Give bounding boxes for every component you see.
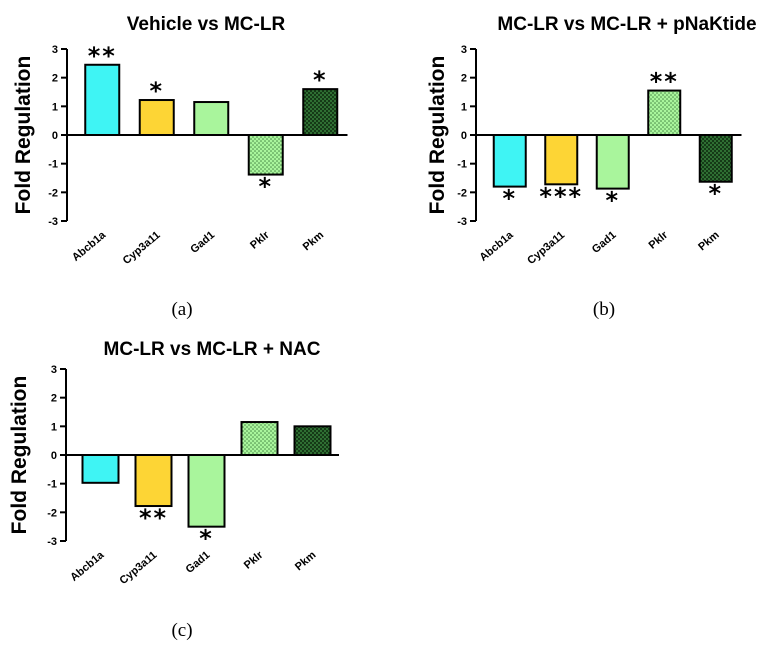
y-tick-label: -3 xyxy=(457,216,467,228)
y-tick-label: 1 xyxy=(51,421,57,433)
panel-caption: (b) xyxy=(593,299,615,320)
category-label: Gad1 xyxy=(184,549,213,576)
significance-marker: *** xyxy=(539,182,583,210)
category-label: Cyp3a11 xyxy=(525,229,567,267)
bar-pkm xyxy=(302,88,339,136)
category-label: Gad1 xyxy=(590,229,619,256)
bar-pklr xyxy=(647,89,682,136)
chart-panel-3: MC-LR vs MC-LR + NAC Fold Regulation Abcb1… xyxy=(8,339,339,641)
significance-marker: * xyxy=(605,187,620,215)
y-axis-label: Fold Regulation xyxy=(426,56,449,215)
significance-marker: * xyxy=(708,180,723,208)
bar-abcb1a xyxy=(492,134,527,188)
significance-marker: * xyxy=(313,66,328,94)
y-tick-label: 3 xyxy=(461,44,467,56)
bar-abcb1a xyxy=(84,63,121,136)
panel-caption: (a) xyxy=(171,299,192,320)
y-tick-label: 2 xyxy=(461,73,467,85)
category-label: Pkm xyxy=(301,229,327,253)
y-tick-label: 1 xyxy=(461,101,467,113)
category-label: Gad1 xyxy=(188,229,217,256)
significance-marker: * xyxy=(258,173,273,201)
significance-marker: ** xyxy=(88,42,117,70)
y-tick-label: 2 xyxy=(51,393,57,405)
y-tick-label: -2 xyxy=(457,187,467,199)
panel-caption: (c) xyxy=(171,620,192,641)
significance-marker: * xyxy=(199,525,214,553)
category-label: Abcb1a xyxy=(68,549,107,584)
category-label: Cyp3a11 xyxy=(118,549,160,587)
y-tick-label: -1 xyxy=(47,479,57,491)
y-tick-label: 3 xyxy=(52,44,58,56)
bar-pkm xyxy=(698,134,733,183)
chart-title: Vehicle vs MC-LR xyxy=(127,14,286,35)
y-tick-label: -1 xyxy=(48,159,58,171)
y-tick-label: 1 xyxy=(52,101,58,113)
y-tick-label: 0 xyxy=(52,130,58,142)
category-label: Cyp3a11 xyxy=(121,229,163,267)
y-tick-label: 0 xyxy=(51,450,57,462)
chart-title: MC-LR vs MC-LR + pNaKtide xyxy=(497,14,756,35)
y-tick-label: -3 xyxy=(48,216,58,228)
category-label: Abcb1a xyxy=(70,229,109,264)
bar-gad1 xyxy=(193,101,230,136)
y-tick-label: 3 xyxy=(51,364,57,376)
significance-marker: ** xyxy=(139,504,168,532)
bar-gad1 xyxy=(187,454,226,528)
bar-cyp3a11 xyxy=(134,454,173,508)
y-tick-label: -2 xyxy=(47,507,57,519)
y-tick-label: 0 xyxy=(461,130,467,142)
chart-title: MC-LR vs MC-LR + NAC xyxy=(104,339,321,360)
category-label: Abcb1a xyxy=(478,229,517,264)
y-axis-label: Fold Regulation xyxy=(12,56,35,215)
category-label: Pkm xyxy=(696,229,722,253)
y-tick-label: -3 xyxy=(47,536,57,548)
significance-marker: * xyxy=(149,77,164,105)
category-label: Pklr xyxy=(647,229,671,252)
category-label: Pklr xyxy=(248,229,272,252)
significance-marker: ** xyxy=(650,68,679,96)
category-label: Pkm xyxy=(293,549,319,573)
bar-cyp3a11 xyxy=(138,99,175,136)
chart-panel-2: MC-LR vs MC-LR + pNaKtide Fold Regulation… xyxy=(426,14,757,320)
bar-pklr xyxy=(240,421,279,456)
category-label: Pklr xyxy=(242,549,266,572)
y-tick-label: -1 xyxy=(457,159,467,171)
bar-pkm xyxy=(293,425,332,457)
bar-cyp3a11 xyxy=(544,134,579,186)
bar-pklr xyxy=(247,134,284,176)
y-axis-label: Fold Regulation xyxy=(8,376,31,535)
bar-gad1 xyxy=(595,134,630,190)
y-tick-label: 2 xyxy=(52,73,58,85)
y-tick-label: -2 xyxy=(48,187,58,199)
bar-abcb1a xyxy=(81,454,120,484)
significance-marker: * xyxy=(502,185,517,213)
